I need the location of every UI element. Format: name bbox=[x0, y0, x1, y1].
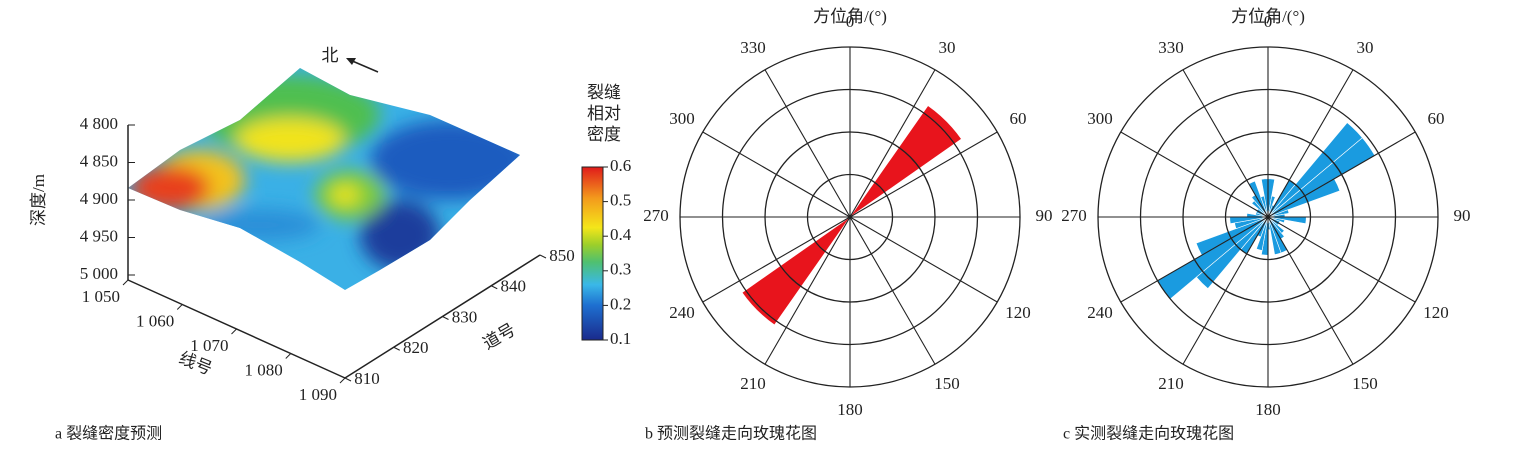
spoke bbox=[1267, 69, 1354, 218]
angle-tick-label: 330 bbox=[740, 38, 766, 57]
colorbar-tick-label: 0.5 bbox=[610, 191, 631, 210]
angle-tick-label: 180 bbox=[837, 400, 863, 419]
z-axis-label: 道号 bbox=[480, 320, 519, 353]
polar-title: 方位角/(°) bbox=[813, 7, 887, 26]
z-tick-label: 840 bbox=[501, 277, 527, 296]
angle-tick-label: 0 bbox=[846, 12, 855, 31]
spoke bbox=[849, 69, 936, 218]
x-tick-label: 1 090 bbox=[299, 385, 337, 404]
colorbar-tick-label: 0.3 bbox=[610, 260, 631, 279]
z-tick bbox=[393, 346, 400, 351]
north-arrow-head bbox=[346, 58, 356, 65]
rose-petal bbox=[1157, 216, 1269, 300]
angle-tick-label: 240 bbox=[669, 303, 695, 322]
z-tick bbox=[344, 377, 352, 382]
y-tick-label: 4 900 bbox=[80, 189, 118, 208]
angle-tick-label: 180 bbox=[1255, 400, 1281, 419]
angle-tick-label: 150 bbox=[934, 374, 960, 393]
angle-tick-label: 270 bbox=[1061, 206, 1087, 225]
z-tick-label: 830 bbox=[452, 307, 478, 326]
angle-tick-label: 30 bbox=[1357, 38, 1374, 57]
z-tick-label: 820 bbox=[403, 338, 429, 357]
angle-tick-label: 30 bbox=[939, 38, 956, 57]
spoke bbox=[849, 216, 998, 303]
z-tick bbox=[539, 254, 547, 259]
y-axis-label: 深度/m bbox=[29, 174, 48, 226]
caption: a 裂缝密度预测 bbox=[55, 425, 162, 443]
angle-tick-label: 150 bbox=[1352, 374, 1378, 393]
angle-tick-label: 210 bbox=[740, 374, 766, 393]
colorbar-tick-label: 0.2 bbox=[610, 294, 631, 313]
colorbar-tick-label: 0.1 bbox=[610, 329, 631, 348]
rose-petal bbox=[1267, 209, 1290, 218]
north-label: 北 bbox=[322, 46, 339, 65]
x-tick-label: 1 060 bbox=[136, 311, 174, 330]
spoke bbox=[702, 131, 851, 218]
colorbar-tick-label: 0.4 bbox=[610, 225, 632, 244]
spoke bbox=[1182, 216, 1269, 365]
spoke bbox=[849, 216, 936, 365]
x-tick-label: 1 080 bbox=[245, 360, 283, 379]
angle-tick-label: 240 bbox=[1087, 303, 1113, 322]
spoke bbox=[1120, 131, 1269, 218]
angle-tick-label: 0 bbox=[1264, 12, 1273, 31]
colorbar-tick-label: 0.6 bbox=[610, 156, 631, 175]
x-tick bbox=[176, 304, 183, 310]
x-tick-label: 1 050 bbox=[82, 287, 120, 306]
x-tick bbox=[285, 353, 292, 359]
spoke bbox=[702, 216, 851, 303]
z-tick-label: 850 bbox=[549, 246, 575, 265]
angle-tick-label: 330 bbox=[1158, 38, 1184, 57]
spoke bbox=[764, 69, 851, 218]
angle-tick-label: 60 bbox=[1010, 109, 1027, 128]
north-arrow bbox=[349, 59, 379, 73]
spoke bbox=[849, 131, 998, 218]
y-tick-label: 4 800 bbox=[80, 114, 118, 133]
x-tick bbox=[339, 377, 346, 384]
y-tick-label: 4 950 bbox=[80, 226, 118, 245]
spoke bbox=[1182, 69, 1269, 218]
z-tick bbox=[442, 316, 449, 320]
colorbar-label: 裂缝相对密度 bbox=[587, 83, 621, 144]
angle-tick-label: 300 bbox=[669, 109, 695, 128]
angle-tick-label: 120 bbox=[1005, 303, 1031, 322]
spoke bbox=[1267, 216, 1416, 303]
spoke bbox=[1120, 216, 1269, 303]
angle-tick-label: 270 bbox=[643, 206, 669, 225]
rose-petal bbox=[849, 105, 962, 218]
angle-tick-label: 60 bbox=[1428, 109, 1445, 128]
y-tick-label: 5 000 bbox=[80, 264, 118, 283]
y-tick-label: 4 850 bbox=[80, 151, 118, 170]
rose-petal bbox=[741, 216, 851, 326]
surface bbox=[128, 68, 520, 290]
angle-tick-label: 120 bbox=[1423, 303, 1449, 322]
spoke bbox=[1267, 216, 1354, 365]
z-tick-label: 810 bbox=[354, 369, 380, 388]
caption: b 预测裂缝走向玫瑰花图 bbox=[645, 425, 817, 443]
angle-tick-label: 210 bbox=[1158, 374, 1184, 393]
rose-petal bbox=[1267, 216, 1282, 256]
x-tick bbox=[231, 328, 237, 335]
polar-title: 方位角/(°) bbox=[1231, 7, 1305, 26]
spoke bbox=[764, 216, 851, 365]
x-tick-label: 1 070 bbox=[190, 336, 228, 355]
colorbar bbox=[581, 166, 604, 341]
z-tick bbox=[491, 285, 498, 290]
angle-tick-label: 90 bbox=[1454, 206, 1471, 225]
spoke bbox=[1267, 131, 1416, 218]
angle-tick-label: 90 bbox=[1036, 206, 1053, 225]
caption: c 实测裂缝走向玫瑰花图 bbox=[1063, 425, 1234, 443]
angle-tick-label: 300 bbox=[1087, 109, 1113, 128]
x-tick bbox=[122, 279, 129, 286]
